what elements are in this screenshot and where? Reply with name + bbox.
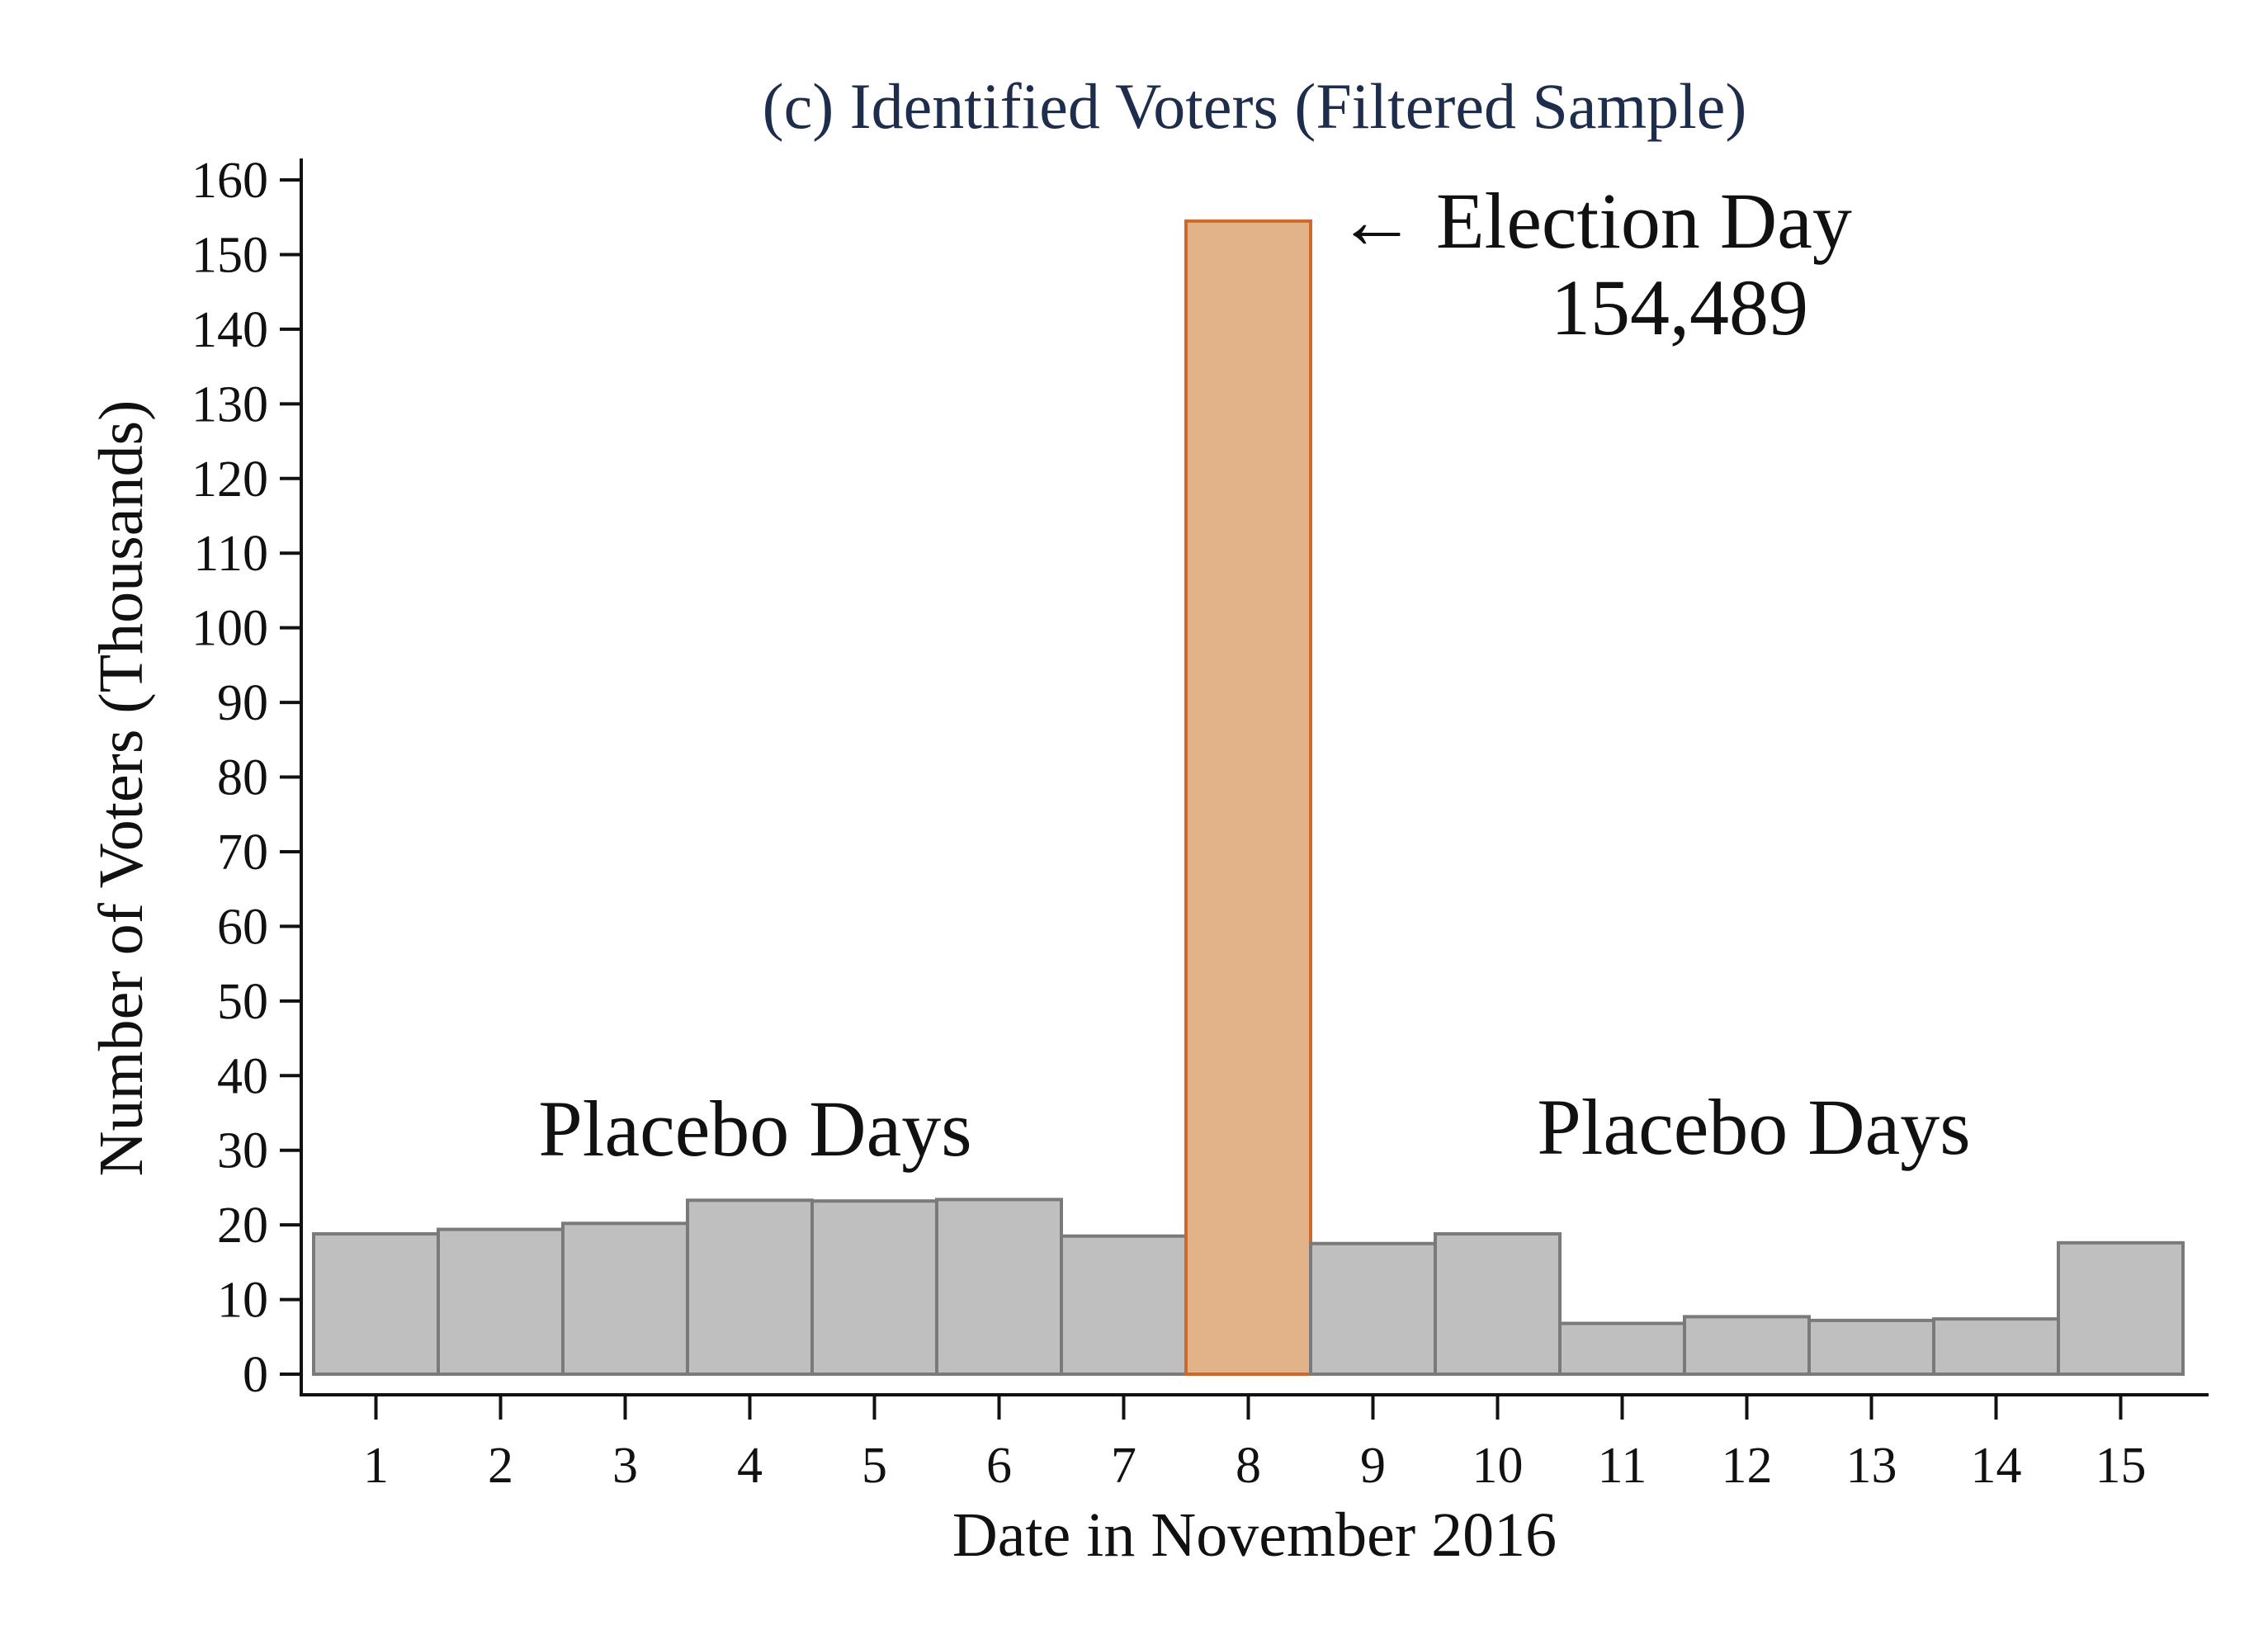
y-tick-label-30: 30 <box>217 1123 268 1179</box>
x-tick-label-13: 13 <box>1846 1438 1897 1494</box>
y-tick-label-60: 60 <box>217 899 268 955</box>
bar-11 <box>1558 1321 1686 1376</box>
y-axis-title: Number of Voters (Thousands) <box>87 400 156 1177</box>
bar-9 <box>1309 1241 1437 1376</box>
x-tick-label-4: 4 <box>737 1438 763 1494</box>
x-ticks-group: 1 2 3 4 5 6 7 8 9 10 11 12 13 14 15 <box>363 1395 2147 1494</box>
x-tick-label-2: 2 <box>488 1438 513 1494</box>
y-tick-label-160: 160 <box>191 153 268 209</box>
y-tick-label-130: 130 <box>191 376 268 432</box>
x-tick-label-15: 15 <box>2096 1438 2147 1494</box>
y-tick-label-0: 0 <box>243 1347 268 1403</box>
x-tick-label-7: 7 <box>1111 1438 1136 1494</box>
election-day-label: ← Election Day <box>1337 177 1852 265</box>
bars-group <box>312 219 2185 1377</box>
bar-12 <box>1683 1315 1811 1377</box>
y-tick-label-20: 20 <box>217 1198 268 1254</box>
y-tick-label-10: 10 <box>217 1273 268 1329</box>
bar-7 <box>1060 1234 1188 1377</box>
bar-14 <box>1932 1317 2060 1377</box>
x-tick-label-5: 5 <box>862 1438 887 1494</box>
x-tick-label-10: 10 <box>1472 1438 1524 1494</box>
placebo-days-right-label: Placebo Days <box>1537 1083 1970 1171</box>
bar-2 <box>437 1227 565 1377</box>
bar-6 <box>935 1198 1063 1376</box>
x-tick-label-3: 3 <box>612 1438 638 1494</box>
y-tick-label-40: 40 <box>217 1048 268 1104</box>
bar-13 <box>1807 1318 1935 1377</box>
election-day-value: 154,489 <box>1551 263 1808 352</box>
y-tick-label-50: 50 <box>217 974 268 1030</box>
y-tick-label-120: 120 <box>191 451 268 508</box>
bar-4 <box>686 1198 814 1377</box>
bar-5 <box>810 1199 938 1377</box>
x-tick-label-11: 11 <box>1598 1438 1647 1494</box>
x-tick-label-1: 1 <box>363 1438 389 1494</box>
y-tick-label-110: 110 <box>193 526 268 582</box>
bar-15 <box>2057 1240 2185 1376</box>
x-tick-label-12: 12 <box>1722 1438 1773 1494</box>
y-tick-label-140: 140 <box>191 302 268 358</box>
x-tick-label-14: 14 <box>1971 1438 2022 1494</box>
y-tick-label-100: 100 <box>191 601 268 657</box>
y-ticks-group: 0 10 20 30 40 50 60 70 80 90 100 110 120 130 140 150 160 <box>191 153 301 1403</box>
y-tick-label-80: 80 <box>217 750 268 806</box>
y-tick-label-150: 150 <box>191 227 268 283</box>
x-axis-title: Date in November 2016 <box>952 1500 1557 1570</box>
y-tick-label-70: 70 <box>217 824 268 881</box>
x-tick-label-9: 9 <box>1360 1438 1386 1494</box>
bar-3 <box>561 1221 689 1377</box>
chart-title: (c) Identified Voters (Filtered Sample) <box>763 70 1747 142</box>
bar-1 <box>312 1231 440 1377</box>
x-tick-label-8: 8 <box>1236 1438 1261 1494</box>
bar-10 <box>1434 1231 1562 1377</box>
placebo-days-left-label: Placebo Days <box>538 1084 971 1173</box>
x-tick-label-6: 6 <box>986 1438 1012 1494</box>
bar-8 <box>1184 219 1312 1377</box>
y-tick-label-90: 90 <box>217 675 268 731</box>
